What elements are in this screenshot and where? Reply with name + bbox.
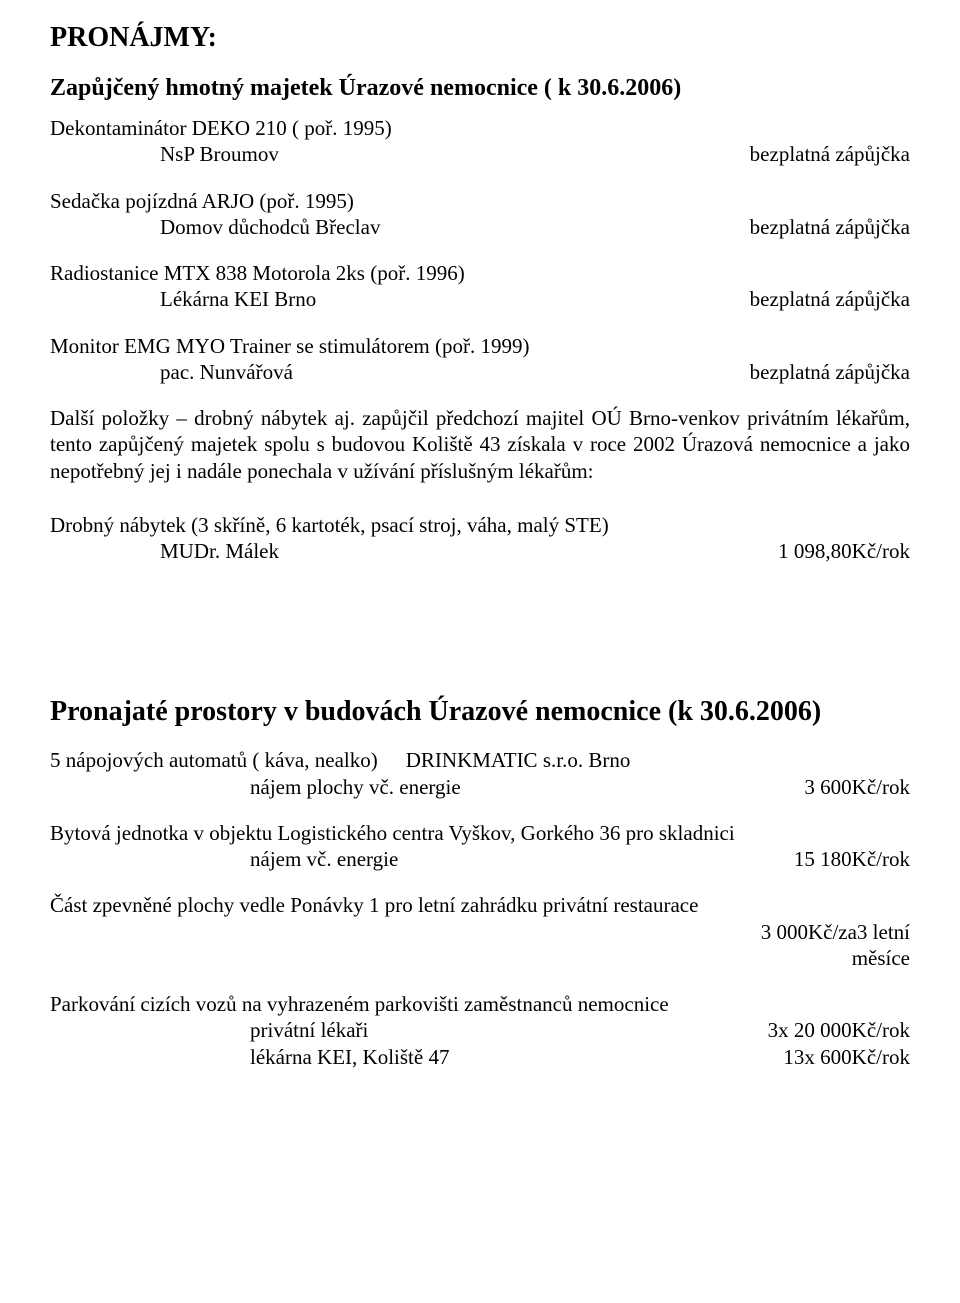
section1-subtitle: Zapůjčený hmotný majetek Úrazové nemocni… xyxy=(50,73,910,103)
loan-item-status: bezplatná zápůjčka xyxy=(750,359,910,385)
rental-price: 3 600Kč/rok xyxy=(804,774,910,800)
furniture-price: 1 098,80Kč/rok xyxy=(778,538,910,564)
rental-price-unit: měsíce xyxy=(761,945,910,971)
loan-item-name: Monitor EMG MYO Trainer se stimulátorem … xyxy=(50,333,910,359)
rental-item: 5 nápojových automatů ( káva, nealko) DR… xyxy=(50,747,910,800)
loan-item-holder: Lékárna KEI Brno xyxy=(50,286,316,312)
loan-item-holder: pac. Nunvářová xyxy=(50,359,293,385)
rental-price: 3x 20 000Kč/rok xyxy=(768,1017,910,1043)
section2-title: Pronajaté prostory v budovách Úrazové ne… xyxy=(50,694,910,729)
rental-subitem: privátní lékaři xyxy=(50,1017,368,1043)
rental-item: Část zpevněné plochy vedle Ponávky 1 pro… xyxy=(50,892,910,971)
rental-desc: 5 nápojových automatů ( káva, nealko) xyxy=(50,747,378,773)
section1-paragraph: Další položky – drobný nábytek aj. zapůj… xyxy=(50,405,910,484)
loan-item-name: Dekontaminátor DEKO 210 ( poř. 1995) xyxy=(50,115,910,141)
loan-item-name: Radiostanice MTX 838 Motorola 2ks (poř. … xyxy=(50,260,910,286)
rental-desc: Parkování cizích vozů na vyhrazeném park… xyxy=(50,991,910,1017)
rental-price: 15 180Kč/rok xyxy=(794,846,910,872)
loan-item-holder: NsP Broumov xyxy=(50,141,279,167)
furniture-item: Drobný nábytek (3 skříně, 6 kartoték, ps… xyxy=(50,512,910,565)
loan-item-status: bezplatná zápůjčka xyxy=(750,286,910,312)
rental-price: 3 000Kč/za3 letní xyxy=(761,919,910,945)
rental-subitem: lékárna KEI, Koliště 47 xyxy=(50,1044,449,1070)
loan-item: Dekontaminátor DEKO 210 ( poř. 1995) NsP… xyxy=(50,115,910,168)
rental-desc: Bytová jednotka v objektu Logistického c… xyxy=(50,820,910,846)
rental-desc: Část zpevněné plochy vedle Ponávky 1 pro… xyxy=(50,892,910,918)
loan-item-status: bezplatná zápůjčka xyxy=(750,214,910,240)
rental-term: nájem vč. energie xyxy=(50,846,398,872)
rental-item: Parkování cizích vozů na vyhrazeném park… xyxy=(50,991,910,1070)
loan-item: Sedačka pojízdná ARJO (poř. 1995) Domov … xyxy=(50,188,910,241)
loan-item-holder: Domov důchodců Břeclav xyxy=(50,214,380,240)
loan-item: Radiostanice MTX 838 Motorola 2ks (poř. … xyxy=(50,260,910,313)
section1-title: PRONÁJMY: xyxy=(50,20,910,55)
furniture-name: Drobný nábytek (3 skříně, 6 kartoték, ps… xyxy=(50,512,910,538)
rental-company: DRINKMATIC s.r.o. Brno xyxy=(406,747,631,773)
loan-item-status: bezplatná zápůjčka xyxy=(750,141,910,167)
loan-item: Monitor EMG MYO Trainer se stimulátorem … xyxy=(50,333,910,386)
rental-term: nájem plochy vč. energie xyxy=(50,774,461,800)
furniture-holder: MUDr. Málek xyxy=(50,538,279,564)
rental-price: 13x 600Kč/rok xyxy=(783,1044,910,1070)
loan-item-name: Sedačka pojízdná ARJO (poř. 1995) xyxy=(50,188,910,214)
rental-item: Bytová jednotka v objektu Logistického c… xyxy=(50,820,910,873)
